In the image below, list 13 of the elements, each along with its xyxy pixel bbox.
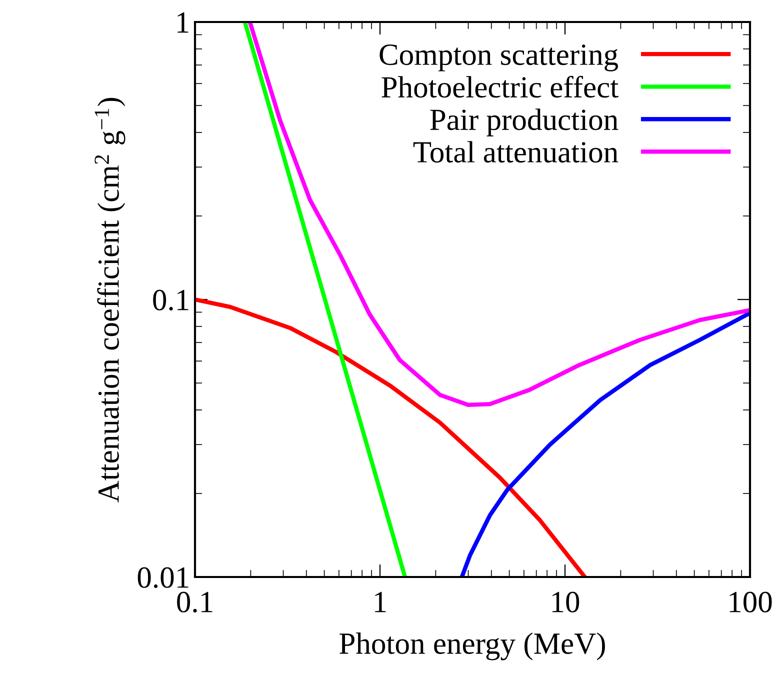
x-tick-label: 100 [730, 592, 772, 612]
y-tick-label: 1 [178, 12, 188, 33]
x-axis-title: Photon energy (MeV) [340, 632, 605, 660]
legend-label: Photoelectric effect [382, 76, 618, 98]
legend-label: Compton scattering [380, 44, 618, 72]
x-tick-label: 1 [375, 592, 386, 612]
y-tick-label: 0.01 [138, 567, 188, 588]
x-tick-label: 10 [552, 592, 580, 612]
y-axis-title: Attenuation coefficient (cm$^{2}$ g$^{−1}$) [94, 98, 126, 502]
y-tick-label: 0.1 [153, 290, 188, 311]
x-tick-label: 0.1 [177, 592, 212, 613]
legend-label: Total attenuation [413, 141, 618, 163]
legend-label: Pair production [430, 108, 618, 136]
